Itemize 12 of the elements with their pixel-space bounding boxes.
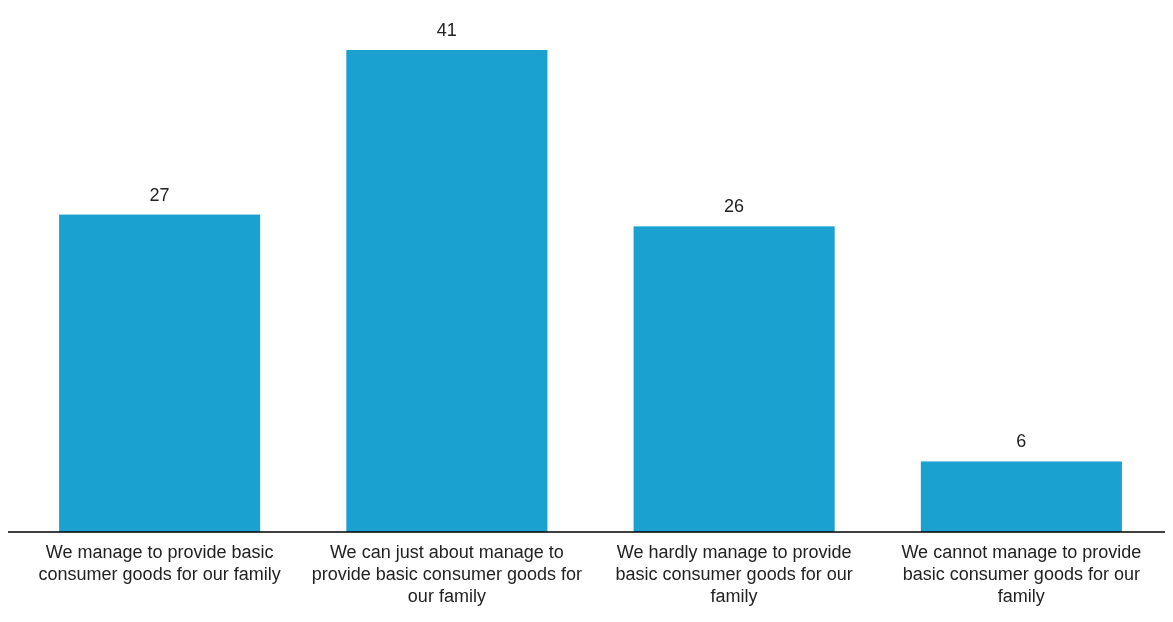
data-label: 6	[1016, 431, 1027, 452]
data-label: 27	[149, 184, 170, 205]
x-tick-label: We manage to provide basic consumer goods for our family	[38, 542, 281, 584]
x-tick-label: We hardly manage to provide basic consumer goods for our family	[615, 542, 853, 606]
bar	[920, 461, 1122, 532]
bar	[346, 50, 548, 532]
data-label: 41	[436, 20, 457, 40]
bar	[59, 214, 261, 532]
x-tick-label: We can just about manage to provide basic consumer goods for our family	[311, 542, 582, 606]
bar	[633, 226, 835, 532]
x-tick-label: We cannot manage to provide basic consumer goods for our family	[901, 542, 1142, 606]
data-label: 26	[724, 196, 745, 217]
